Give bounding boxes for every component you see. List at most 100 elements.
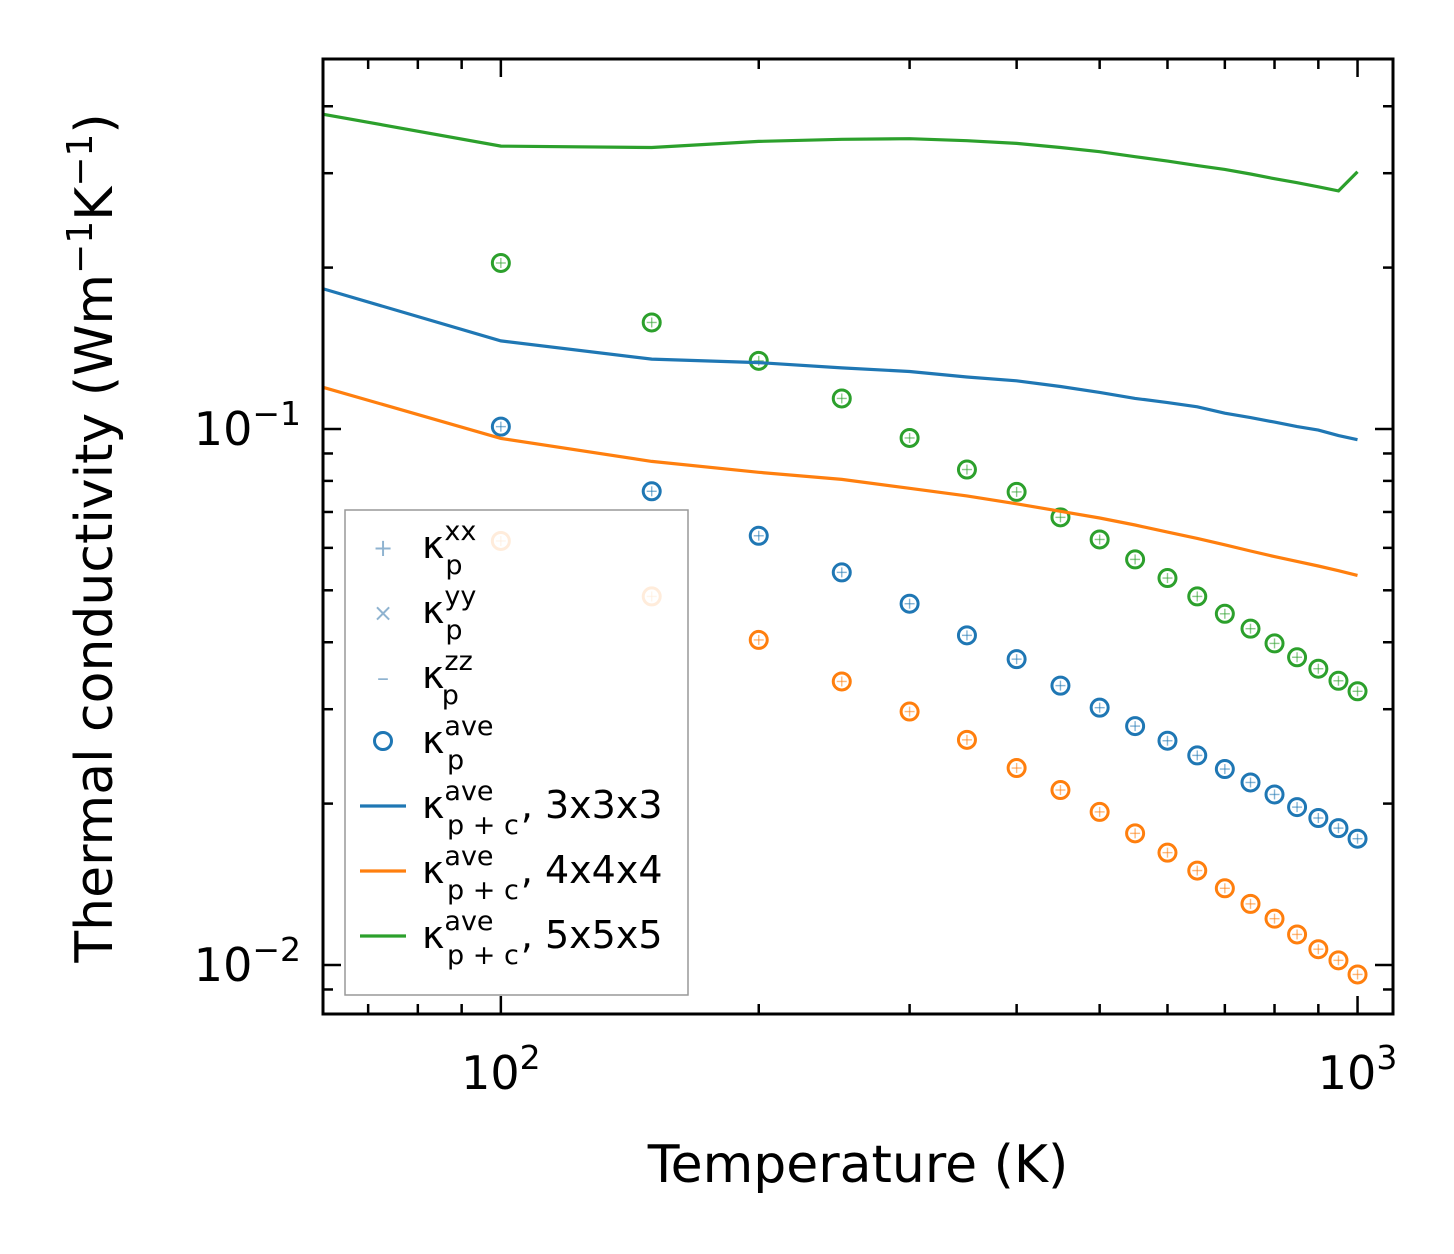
data-point xyxy=(1287,924,1308,945)
data-point xyxy=(1264,633,1285,654)
point-ave-circle xyxy=(490,416,511,437)
legend-faint-marker: × xyxy=(373,599,393,627)
point-ave-circle xyxy=(1328,818,1349,839)
data-point xyxy=(1214,878,1235,899)
legend-entry: κave p xyxy=(373,711,494,776)
legend-entry: κave p + c, 5x5x5 xyxy=(360,906,663,971)
data-point xyxy=(1089,529,1110,550)
point-ave-circle xyxy=(1328,670,1349,691)
data-point xyxy=(641,312,662,333)
legend-label: κzz p xyxy=(422,646,473,711)
x-axis-title: Temperature (K) xyxy=(647,1135,1069,1195)
legend-entry: – κzz p xyxy=(377,646,473,711)
data-point xyxy=(1157,842,1178,863)
data-point xyxy=(1287,647,1308,668)
point-ave-circle xyxy=(641,312,662,333)
point-ave-circle xyxy=(1089,529,1110,550)
data-point xyxy=(1328,670,1349,691)
point-ave-circle xyxy=(1006,481,1027,502)
point-ave-circle xyxy=(1187,860,1208,881)
point-ave-circle xyxy=(831,671,852,692)
point-ave-circle xyxy=(1214,759,1235,780)
point-ave-circle xyxy=(1050,507,1071,528)
data-point xyxy=(956,625,977,646)
point-ave-circle xyxy=(1347,964,1368,985)
data-point xyxy=(1050,507,1071,528)
point-ave-circle xyxy=(1125,716,1146,737)
point-ave-circle xyxy=(1214,878,1235,899)
data-point xyxy=(1240,618,1261,639)
point-ave-circle xyxy=(831,388,852,409)
point-ave-circle xyxy=(1187,745,1208,766)
series-3 xyxy=(490,252,1368,702)
data-point xyxy=(748,629,769,650)
data-point xyxy=(641,481,662,502)
data-point xyxy=(1264,784,1285,805)
axes: 102 103 10−1 10−2 Temperature (K) Thermal con… xyxy=(60,57,1398,1195)
data-point xyxy=(1328,818,1349,839)
point-ave-circle xyxy=(1264,908,1285,929)
point-ave-circle xyxy=(1240,618,1261,639)
data-point xyxy=(1050,675,1071,696)
point-ave-circle xyxy=(1287,924,1308,945)
data-point xyxy=(1006,758,1027,779)
data-point xyxy=(831,388,852,409)
legend-label: κxx p xyxy=(422,516,476,581)
point-ave-circle xyxy=(1347,681,1368,702)
data-point xyxy=(490,416,511,437)
point-ave-circle xyxy=(899,701,920,722)
series-6 xyxy=(323,112,1359,193)
point-ave-circle xyxy=(748,629,769,650)
data-point xyxy=(831,671,852,692)
data-point xyxy=(831,562,852,583)
data-point xyxy=(1308,807,1329,828)
series-2 xyxy=(490,530,1368,985)
data-point xyxy=(1214,603,1235,624)
point-ave-circle xyxy=(748,525,769,546)
point-ave-circle xyxy=(641,481,662,502)
data-point xyxy=(1187,745,1208,766)
data-point xyxy=(956,729,977,750)
point-ave-circle xyxy=(1287,797,1308,818)
data-point xyxy=(956,459,977,480)
data-point xyxy=(1264,908,1285,929)
data-point xyxy=(1157,568,1178,589)
x-tick-label: 103 xyxy=(1318,1038,1398,1100)
point-ave-circle xyxy=(1006,758,1027,779)
series-line xyxy=(323,385,1358,577)
series-5 xyxy=(323,385,1358,577)
data-point xyxy=(1347,681,1368,702)
data-point xyxy=(1308,939,1329,960)
data-point xyxy=(899,427,920,448)
point-ave-circle xyxy=(1157,730,1178,751)
legend-circle-marker xyxy=(373,731,393,751)
series-line xyxy=(323,112,1359,193)
series-line xyxy=(323,287,1358,442)
legend-faint-marker: + xyxy=(373,534,393,562)
point-ave-circle xyxy=(1240,772,1261,793)
data-point xyxy=(1240,772,1261,793)
point-ave-circle xyxy=(1287,647,1308,668)
point-ave-circle xyxy=(1125,549,1146,570)
data-point xyxy=(1089,801,1110,822)
legend-entry: κave p + c, 3x3x3 xyxy=(360,776,663,841)
point-ave-circle xyxy=(1125,823,1146,844)
y-tick-label: 10−1 xyxy=(194,394,301,456)
data-point xyxy=(748,525,769,546)
point-ave-circle xyxy=(899,427,920,448)
data-point xyxy=(1240,893,1261,914)
series-4 xyxy=(323,287,1358,442)
legend-entry: κave p + c, 4x4x4 xyxy=(360,841,663,906)
data-point xyxy=(1125,549,1146,570)
data-point xyxy=(1187,860,1208,881)
legend-label: κave p + c, 4x4x4 xyxy=(422,841,663,906)
data-point xyxy=(1328,950,1349,971)
plot-area xyxy=(323,112,1368,985)
x-tick-label: 102 xyxy=(461,1038,541,1100)
legend-label: κave p xyxy=(422,711,494,776)
point-ave-circle xyxy=(899,593,920,614)
data-point xyxy=(1347,828,1368,849)
